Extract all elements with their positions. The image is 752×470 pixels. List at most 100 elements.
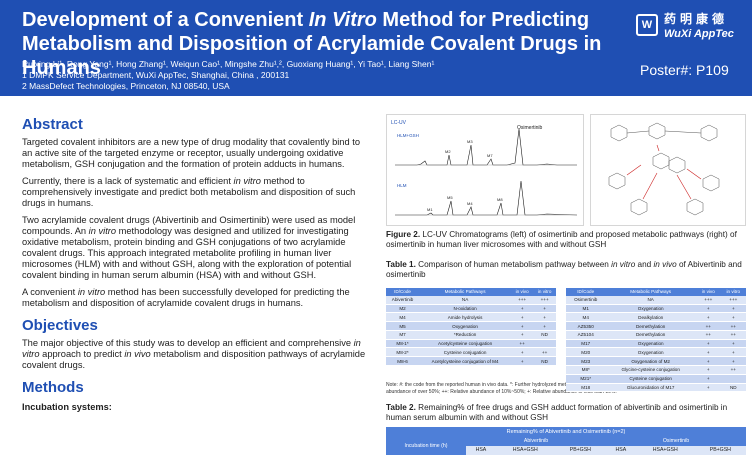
- table-cell: +: [695, 339, 721, 349]
- table-cell: M7: [386, 330, 420, 340]
- table-cell: Oxygenation: [605, 347, 696, 358]
- table-cell: ++: [720, 365, 746, 375]
- logo-chinese: 药明康德: [664, 12, 729, 26]
- table-header-cell: in vitro: [533, 288, 556, 296]
- table-cell: +: [720, 347, 746, 358]
- table-row: M2 N-oxidation + +: [386, 304, 556, 314]
- table-cell: +: [511, 304, 534, 314]
- table-cell: [533, 339, 556, 349]
- parent-label: Osimertinib: [517, 125, 543, 131]
- table-1-caption-c: of Abivertinib and osimertinib: [386, 260, 742, 279]
- abstract-p2-text-a: Currently, there is a lack of systematic…: [22, 176, 234, 186]
- affiliation-2: 2 MassDefect Technologies, Princeton, NJ…: [22, 81, 230, 91]
- table-cell: +: [511, 330, 534, 340]
- table-cell: ++: [533, 347, 556, 358]
- chrom-label: LC-UV: [391, 120, 407, 126]
- table-cell: NA: [605, 295, 696, 305]
- table-cell: Demethylation: [605, 321, 696, 331]
- table-cell: ++: [695, 321, 721, 331]
- table-cell: Abivertinib: [386, 295, 420, 305]
- table-cell: M4: [386, 312, 420, 323]
- table-cell: +: [511, 321, 534, 331]
- affiliation-1: 1 DMPK Service Department, WuXi AppTec, …: [22, 70, 290, 80]
- table-cell: *Reduction: [419, 330, 512, 340]
- figure-2-label: Figure 2.: [386, 230, 421, 239]
- objectives-italic-2: in vivo: [124, 349, 151, 359]
- abstract-p1-text: Targeted covalent inhibitors are a new t…: [22, 137, 360, 169]
- table-cell: M21*: [566, 374, 606, 384]
- table-cell: +: [720, 339, 746, 349]
- table-2-col-header: HSA: [466, 445, 496, 455]
- table-cell: M1: [566, 304, 606, 314]
- table-cell: Acetylcysteine conjugation: [419, 339, 512, 349]
- table-cell: Oxygenation of M2: [605, 356, 696, 367]
- table-cell: Oxygenation: [605, 339, 696, 349]
- table-cell: ++: [720, 330, 746, 340]
- table-cell: Dealkylation: [605, 312, 696, 323]
- bond-line: [626, 130, 650, 134]
- table-cell: M8*: [566, 365, 606, 375]
- title-text-1: Development of a Convenient: [22, 9, 309, 31]
- title-text-2: Method for Predicting: [376, 9, 590, 31]
- table-2-col-header: PB+GSH: [554, 445, 606, 455]
- table-2: Remaining% of Abivertinib and Osimertini…: [386, 427, 746, 467]
- abstract-p3-text-a: Two acrylamide covalent drugs (Abivertin…: [22, 215, 356, 236]
- table-cell: ++: [511, 339, 534, 349]
- table-cell: N-oxidation: [419, 304, 512, 314]
- table-cell: Oxygenation: [419, 321, 512, 331]
- author-list: Ruixing Li¹, Rong Yang¹, Hong Zhang¹, We…: [22, 59, 435, 69]
- table-header-cell: Metabolic Pathways: [605, 288, 696, 296]
- table-2-label: Table 2.: [386, 403, 416, 412]
- table-cell: +: [695, 312, 721, 323]
- figure-2-caption-text: LC-UV Chromatograms (left) of osimertini…: [386, 230, 737, 249]
- table-header-cell: in vivo: [511, 288, 534, 296]
- abstract-p4-text-a: A convenient: [22, 287, 78, 297]
- abstract-paragraph-3: Two acrylamide covalent drugs (Abivertin…: [22, 215, 372, 281]
- table-cell: Osimertinib: [566, 295, 606, 305]
- table-cell: Oxygenation: [605, 304, 696, 314]
- bond-line: [664, 130, 702, 134]
- table-cell: +: [695, 365, 721, 375]
- table-cell: +: [720, 312, 746, 323]
- table-cell: M8-1*: [386, 339, 420, 349]
- table-2-col-header: HSA+GSH: [635, 445, 695, 455]
- table-row: AZ5350 Demethylation ++ ++: [566, 321, 746, 331]
- table-row: M7 *Reduction + ND: [386, 330, 556, 340]
- abstract-paragraph-4: A convenient in vitro method has been su…: [22, 287, 372, 309]
- objectives-heading: Objectives: [22, 317, 98, 334]
- table-2-col-header: PB+GSH: [694, 445, 746, 455]
- table-cell: M4: [566, 312, 606, 323]
- structure-ring: [702, 174, 720, 192]
- table-row: AZ5104 Demethylation ++ ++: [566, 330, 746, 340]
- reaction-arrow: [626, 164, 642, 176]
- reaction-arrow: [656, 144, 660, 152]
- table-cell: +: [695, 356, 721, 367]
- table-row: M8-1* Acetylcysteine conjugation ++: [386, 339, 556, 349]
- table-2-drug-1: Abivertinib: [466, 437, 606, 446]
- reaction-arrow: [642, 172, 658, 200]
- table-row: M8-6 Acetylcysteine conjugation of M4 + ND: [386, 356, 556, 367]
- table-2-col-header: HSA: [605, 445, 636, 455]
- table-2-drug-2: Osimertinib: [605, 437, 746, 446]
- table-header-cell: in vivo: [695, 288, 721, 296]
- abstract-p4-italic: in vitro: [77, 287, 106, 297]
- peak-label: M5: [447, 195, 453, 200]
- table-2-grid: Incubation time (h) Abivertinib Osimerti…: [386, 437, 746, 455]
- right-column: LC-UV HLM+GSH HLM Osimertinib M2 M3 M7 M…: [386, 114, 746, 467]
- table-cell: Acetylcysteine conjugation of M4: [419, 356, 512, 367]
- table-cell: ++: [720, 321, 746, 331]
- authors-block: Ruixing Li¹, Rong Yang¹, Hong Zhang¹, We…: [22, 59, 582, 92]
- peak-label: M1: [427, 207, 433, 212]
- table-2-header: Remaining% of Abivertinib and Osimertini…: [386, 427, 746, 437]
- table-cell: +: [533, 304, 556, 314]
- figure-2: LC-UV HLM+GSH HLM Osimertinib M2 M3 M7 M…: [386, 114, 746, 226]
- table-cell: +: [720, 304, 746, 314]
- peak-label: M2: [445, 149, 451, 154]
- left-column: Abstract Targeted covalent inhibitors ar…: [22, 100, 372, 412]
- trace-hlm-gsh: [395, 128, 577, 166]
- table-cell: +: [511, 347, 534, 358]
- objectives-paragraph: The major objective of this study was to…: [22, 338, 372, 371]
- table-cell: M2: [386, 304, 420, 314]
- table-1: ID/Code Metabolic Pathways in vivo in vitro…: [386, 288, 746, 393]
- structure-ring: [668, 156, 686, 174]
